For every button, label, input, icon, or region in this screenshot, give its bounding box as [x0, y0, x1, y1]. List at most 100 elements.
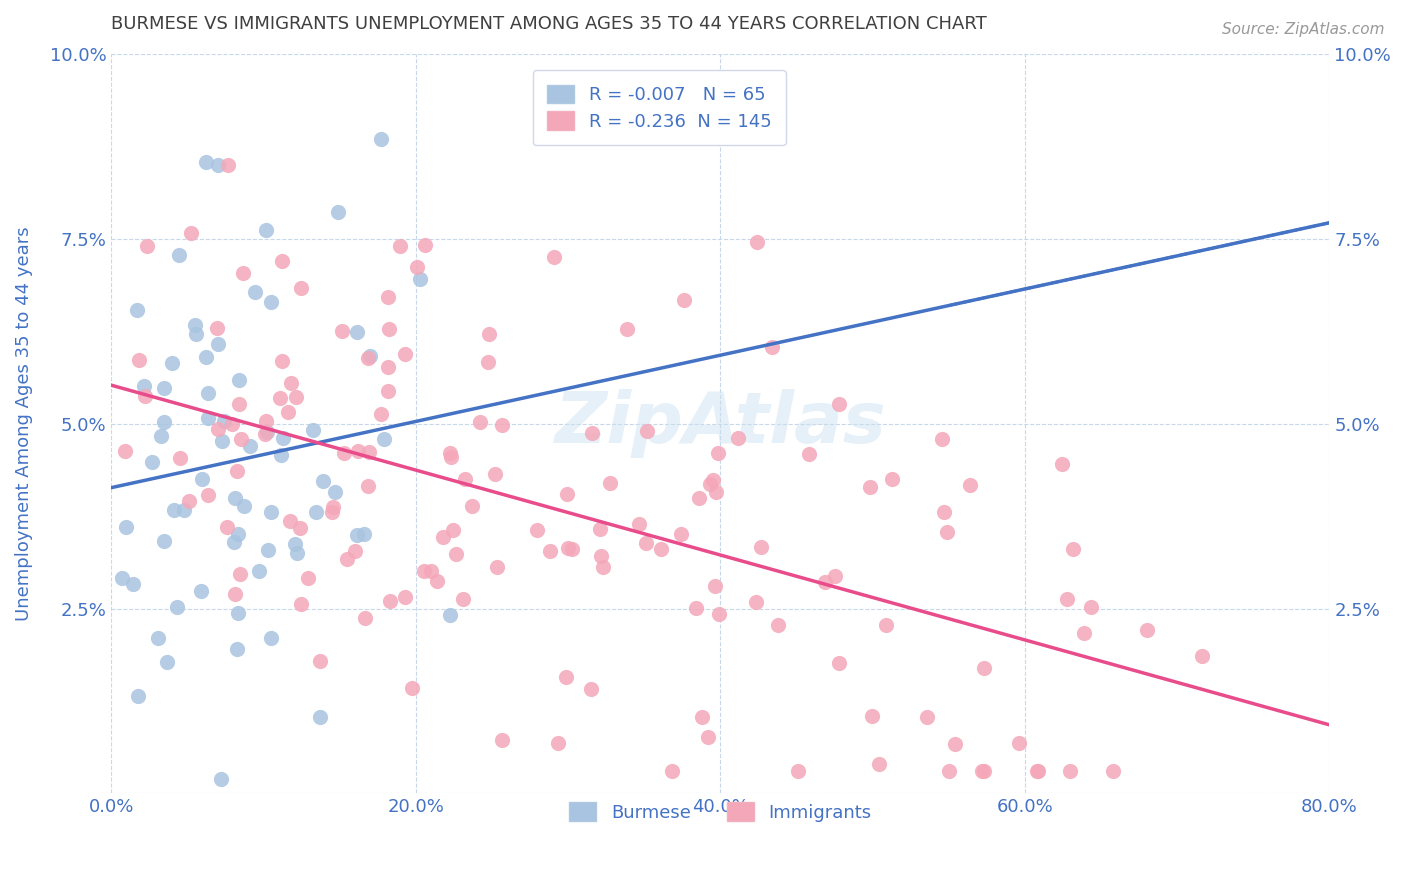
- Point: [671, 527, 693, 541]
- Point: [415, 237, 437, 252]
- Point: [209, 772, 232, 786]
- Point: [217, 520, 239, 534]
- Point: [243, 285, 266, 300]
- Point: [321, 505, 343, 519]
- Y-axis label: Unemployment Among Ages 35 to 44 years: Unemployment Among Ages 35 to 44 years: [15, 227, 32, 621]
- Point: [232, 266, 254, 280]
- Point: [330, 324, 353, 338]
- Point: [169, 451, 191, 466]
- Point: [394, 590, 416, 604]
- Point: [128, 352, 150, 367]
- Point: [943, 737, 966, 751]
- Point: [973, 661, 995, 675]
- Point: [599, 476, 621, 491]
- Point: [491, 732, 513, 747]
- Point: [173, 503, 195, 517]
- Point: [134, 389, 156, 403]
- Point: [650, 542, 672, 557]
- Point: [127, 302, 149, 317]
- Point: [239, 439, 262, 453]
- Point: [270, 448, 292, 462]
- Point: [357, 445, 380, 459]
- Point: [1136, 623, 1159, 637]
- Point: [162, 356, 184, 370]
- Point: [135, 238, 157, 252]
- Point: [377, 289, 399, 303]
- Point: [1191, 648, 1213, 663]
- Point: [224, 586, 246, 600]
- Point: [1102, 764, 1125, 779]
- Legend: Burmese, Immigrants: Burmese, Immigrants: [555, 788, 886, 836]
- Point: [146, 631, 169, 645]
- Point: [934, 505, 956, 519]
- Point: [233, 499, 256, 513]
- Point: [555, 671, 578, 685]
- Point: [346, 528, 368, 542]
- Point: [685, 601, 707, 615]
- Point: [484, 467, 506, 482]
- Point: [302, 423, 325, 437]
- Point: [394, 347, 416, 361]
- Point: [254, 426, 277, 441]
- Point: [1008, 736, 1031, 750]
- Point: [354, 611, 377, 625]
- Point: [699, 477, 721, 491]
- Point: [273, 431, 295, 445]
- Point: [1052, 457, 1074, 471]
- Point: [322, 500, 344, 515]
- Point: [1059, 764, 1081, 779]
- Point: [707, 446, 730, 460]
- Point: [589, 522, 612, 536]
- Point: [859, 480, 882, 494]
- Point: [380, 594, 402, 608]
- Point: [153, 416, 176, 430]
- Text: ZipAtlas: ZipAtlas: [554, 389, 886, 458]
- Point: [616, 322, 638, 336]
- Point: [226, 464, 249, 478]
- Point: [153, 534, 176, 549]
- Point: [420, 564, 443, 578]
- Point: [312, 474, 335, 488]
- Point: [561, 541, 583, 556]
- Point: [936, 524, 959, 539]
- Point: [194, 350, 217, 364]
- Point: [288, 521, 311, 535]
- Point: [704, 579, 727, 593]
- Point: [406, 260, 429, 274]
- Point: [439, 446, 461, 460]
- Point: [824, 569, 846, 583]
- Point: [224, 491, 246, 506]
- Point: [221, 417, 243, 432]
- Point: [478, 327, 501, 342]
- Point: [1073, 625, 1095, 640]
- Point: [166, 599, 188, 614]
- Point: [150, 429, 173, 443]
- Point: [180, 227, 202, 241]
- Point: [880, 472, 903, 486]
- Point: [256, 543, 278, 558]
- Point: [451, 591, 474, 606]
- Point: [875, 618, 897, 632]
- Point: [270, 254, 292, 268]
- Point: [177, 493, 200, 508]
- Point: [540, 544, 562, 558]
- Point: [284, 537, 307, 551]
- Point: [228, 373, 250, 387]
- Point: [828, 397, 851, 411]
- Point: [197, 386, 219, 401]
- Point: [547, 736, 569, 750]
- Point: [207, 337, 229, 351]
- Point: [211, 434, 233, 449]
- Point: [256, 425, 278, 439]
- Point: [1026, 764, 1049, 779]
- Point: [115, 520, 138, 534]
- Point: [156, 655, 179, 669]
- Point: [280, 376, 302, 390]
- Point: [491, 418, 513, 433]
- Point: [228, 397, 250, 411]
- Point: [229, 567, 252, 582]
- Point: [1026, 764, 1049, 779]
- Point: [477, 355, 499, 369]
- Point: [747, 235, 769, 249]
- Point: [370, 132, 392, 146]
